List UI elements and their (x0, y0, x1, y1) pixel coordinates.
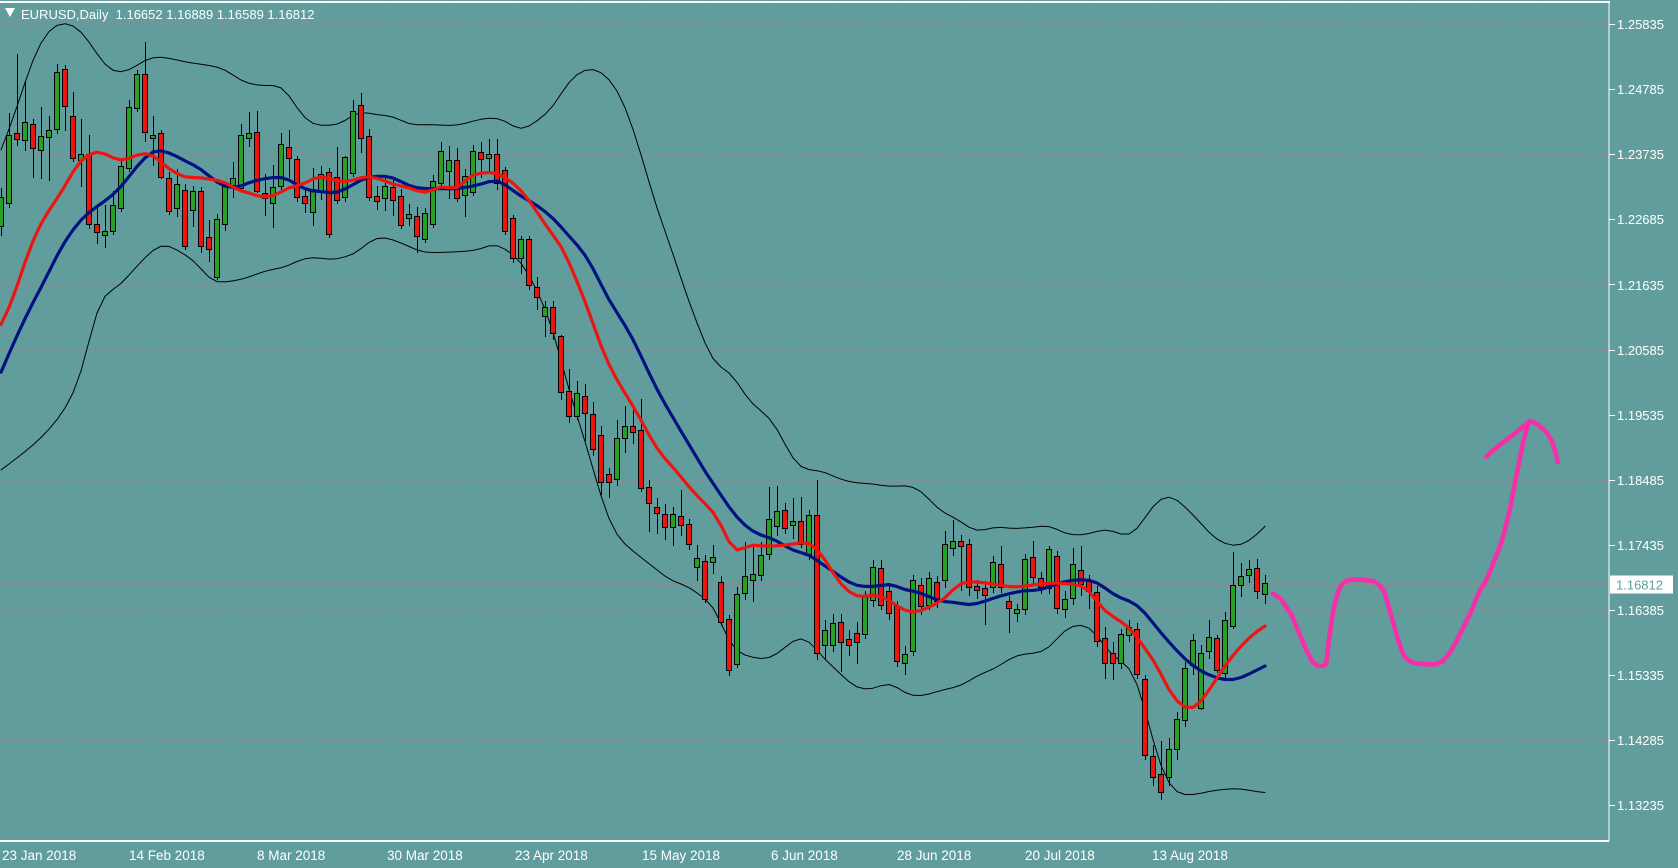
svg-text:1.13235: 1.13235 (1617, 798, 1664, 813)
svg-text:14 Feb 2018: 14 Feb 2018 (129, 848, 205, 863)
svg-text:1.21635: 1.21635 (1617, 278, 1664, 293)
svg-text:1.18485: 1.18485 (1617, 473, 1664, 488)
svg-text:1.23735: 1.23735 (1617, 147, 1664, 162)
svg-text:30 Mar 2018: 30 Mar 2018 (387, 848, 463, 863)
svg-text:8 Mar 2018: 8 Mar 2018 (257, 848, 325, 863)
svg-text:6 Jun 2018: 6 Jun 2018 (771, 848, 838, 863)
svg-text:1.22685: 1.22685 (1617, 212, 1664, 227)
svg-text:23 Jan 2018: 23 Jan 2018 (2, 848, 76, 863)
svg-text:1.24785: 1.24785 (1617, 82, 1664, 97)
svg-text:EURUSD,Daily 1.16652 1.16889: EURUSD,Daily 1.16652 1.16889 1.16589 1.1… (21, 7, 314, 22)
svg-text:1.17435: 1.17435 (1617, 538, 1664, 553)
svg-text:1.25835: 1.25835 (1617, 17, 1664, 32)
svg-text:23 Apr 2018: 23 Apr 2018 (515, 848, 588, 863)
svg-text:28 Jun 2018: 28 Jun 2018 (897, 848, 971, 863)
svg-text:1.14285: 1.14285 (1617, 733, 1664, 748)
svg-text:1.16812: 1.16812 (1616, 578, 1663, 593)
svg-text:1.19535: 1.19535 (1617, 408, 1664, 423)
svg-text:1.16385: 1.16385 (1617, 603, 1664, 618)
svg-text:1.20585: 1.20585 (1617, 343, 1664, 358)
svg-text:15 May 2018: 15 May 2018 (642, 848, 720, 863)
svg-text:1.15335: 1.15335 (1617, 668, 1664, 683)
svg-text:13 Aug 2018: 13 Aug 2018 (1152, 848, 1228, 863)
svg-text:20 Jul 2018: 20 Jul 2018 (1025, 848, 1095, 863)
